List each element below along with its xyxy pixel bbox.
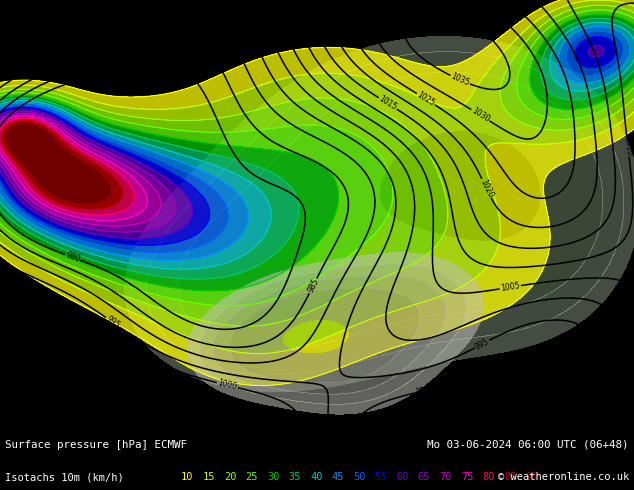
Text: 1025: 1025 xyxy=(122,404,142,416)
Text: 35: 35 xyxy=(288,472,301,482)
Text: 1035: 1035 xyxy=(450,72,471,88)
Text: 85: 85 xyxy=(504,472,517,482)
Text: 980: 980 xyxy=(417,424,432,436)
Text: 1015: 1015 xyxy=(70,352,92,369)
Text: 50: 50 xyxy=(353,472,366,482)
Text: 65: 65 xyxy=(418,472,430,482)
Text: 990: 990 xyxy=(415,385,431,397)
Text: 1000: 1000 xyxy=(15,49,36,67)
Text: 80: 80 xyxy=(482,472,495,482)
Text: 55: 55 xyxy=(375,472,387,482)
Text: 75: 75 xyxy=(461,472,474,482)
Text: 995: 995 xyxy=(474,337,491,351)
Text: 1005: 1005 xyxy=(500,281,521,293)
Text: 1020: 1020 xyxy=(478,178,495,199)
Text: © weatheronline.co.uk: © weatheronline.co.uk xyxy=(498,472,629,482)
Text: 10: 10 xyxy=(181,472,193,482)
Text: Surface pressure [hPa] ECMWF: Surface pressure [hPa] ECMWF xyxy=(5,440,187,450)
Text: 985: 985 xyxy=(418,404,434,416)
Text: Isotachs 10m (km/h): Isotachs 10m (km/h) xyxy=(5,472,124,482)
Text: 1005: 1005 xyxy=(78,325,100,343)
Text: 1005: 1005 xyxy=(31,16,51,36)
Text: 995: 995 xyxy=(104,315,122,330)
Text: 1025: 1025 xyxy=(415,90,436,108)
Text: 1000: 1000 xyxy=(217,379,238,392)
Text: 985: 985 xyxy=(306,277,320,294)
Text: 90: 90 xyxy=(526,472,538,482)
Text: 1015: 1015 xyxy=(377,95,398,112)
Text: 1030: 1030 xyxy=(158,423,179,436)
Text: 1015: 1015 xyxy=(0,400,9,421)
Text: 995: 995 xyxy=(101,12,118,28)
Text: 25: 25 xyxy=(245,472,258,482)
Text: 20: 20 xyxy=(224,472,236,482)
Text: 45: 45 xyxy=(332,472,344,482)
Text: 15: 15 xyxy=(202,472,215,482)
Text: 70: 70 xyxy=(439,472,452,482)
Text: 980: 980 xyxy=(64,251,81,264)
Text: 40: 40 xyxy=(310,472,323,482)
Text: 1005: 1005 xyxy=(608,397,624,418)
Text: 30: 30 xyxy=(267,472,280,482)
Text: 990: 990 xyxy=(51,59,67,74)
Text: 1010: 1010 xyxy=(195,392,216,407)
Text: 60: 60 xyxy=(396,472,409,482)
Text: 1000: 1000 xyxy=(582,405,600,426)
Text: 1010: 1010 xyxy=(622,136,633,156)
Text: 1030: 1030 xyxy=(470,106,491,124)
Text: 1020: 1020 xyxy=(148,398,169,413)
Text: Mo 03-06-2024 06:00 UTC (06+48): Mo 03-06-2024 06:00 UTC (06+48) xyxy=(427,440,629,450)
